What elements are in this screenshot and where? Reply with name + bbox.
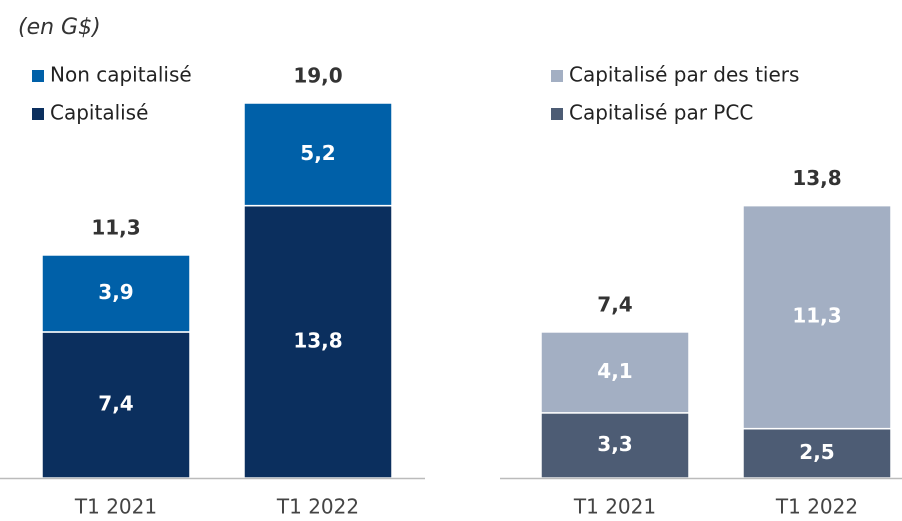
x-tick-label: T1 2022 [775, 495, 858, 519]
x-tick-label: T1 2021 [573, 495, 656, 519]
x-tick-label: T1 2022 [276, 495, 359, 519]
bar-segment [41, 254, 191, 333]
value-label: 5,2 [300, 141, 335, 165]
value-label: 3,9 [98, 280, 133, 304]
value-label: 7,4 [98, 391, 133, 415]
legend-swatch [551, 108, 563, 120]
bar-segment [742, 204, 892, 430]
value-label: 4,1 [597, 359, 632, 383]
legend-label: Capitalisé [50, 101, 148, 125]
legend-label: Non capitalisé [50, 63, 192, 87]
bar-segment [540, 331, 690, 414]
value-label: 13,8 [293, 328, 342, 352]
legend-label: Capitalisé par PCC [569, 101, 753, 125]
bar-segment [243, 102, 393, 207]
legend-swatch [32, 70, 44, 82]
legend-swatch [551, 70, 563, 82]
total-label: 19,0 [293, 64, 342, 88]
bar-segment [41, 331, 191, 479]
value-label: 3,3 [597, 432, 632, 456]
bar-segment [540, 412, 690, 479]
bar-segment [742, 427, 892, 479]
total-label: 11,3 [91, 215, 140, 239]
subtitle: (en G$) [18, 15, 101, 40]
legend-swatch [32, 108, 44, 120]
value-label: 2,5 [799, 440, 834, 464]
x-tick-label: T1 2021 [74, 495, 157, 519]
value-label: 11,3 [792, 304, 841, 328]
total-label: 13,8 [792, 166, 841, 190]
legend-label: Capitalisé par des tiers [569, 63, 799, 87]
total-label: 7,4 [597, 292, 632, 316]
